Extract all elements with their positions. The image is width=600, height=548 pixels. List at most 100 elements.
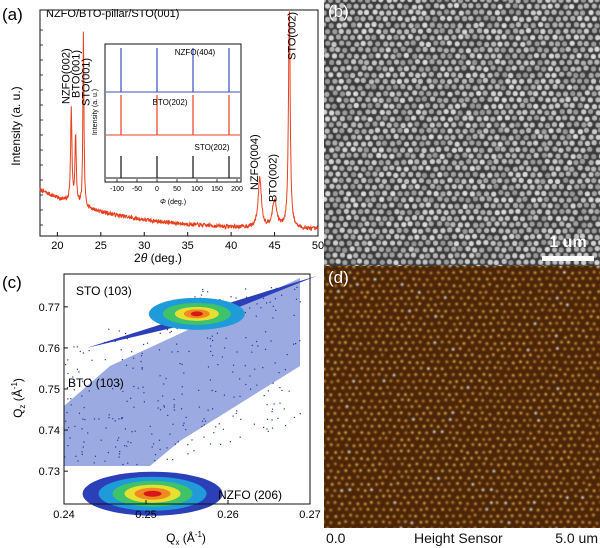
- rsm-speckle: [69, 437, 71, 439]
- rsm-speckle: [163, 405, 165, 407]
- rsm-speckle: [162, 395, 164, 397]
- rsm-speckle: [76, 346, 78, 348]
- afm-scale-max: 5.0 um: [555, 530, 598, 546]
- rsm-speckle: [151, 433, 153, 435]
- rsm-speckle: [159, 409, 162, 411]
- rsm-speckle: [245, 337, 247, 339]
- rsm-speckle: [114, 340, 116, 342]
- rsm-speckle: [141, 367, 143, 369]
- rsm-speckle: [198, 389, 200, 391]
- xrd-x-tick-label: 35: [182, 240, 194, 252]
- panel-a-label: (a): [2, 5, 23, 24]
- sem-image: [324, 0, 600, 266]
- rsm-speckle: [108, 417, 110, 419]
- rsm-speckle: [286, 354, 288, 356]
- rsm-speckle: [154, 460, 156, 462]
- rsm-speckle: [260, 307, 262, 309]
- rsm-speckle: [65, 364, 67, 366]
- xrd-plot-frame: [39, 9, 319, 237]
- rsm-speckle: [74, 425, 76, 427]
- rsm-speckle: [283, 408, 285, 410]
- rsm-speckle: [263, 395, 265, 397]
- phi-scan-x-ticks: -100 -50 0 50 100 150 200: [110, 179, 243, 193]
- rsm-speckle: [159, 375, 161, 377]
- rsm-speckle: [159, 448, 161, 450]
- phi-scan-y-axis-label: Intensity (a. u.): [92, 89, 99, 135]
- rsm-speckle: [251, 351, 253, 353]
- rsm-speckle: [70, 404, 72, 406]
- rsm-chart: (c) 0.24 0.25 0.26 0.27 0.730.740.750.760.7…: [2, 273, 321, 547]
- xrd-peak-label-5: STO(002): [286, 12, 298, 60]
- rsm-speckle: [249, 375, 251, 377]
- rsm-speckle: [270, 340, 272, 342]
- rsm-speckle: [149, 425, 151, 427]
- rsm-speckle: [166, 329, 168, 331]
- rsm-speckle: [204, 420, 207, 422]
- rsm-speckle: [221, 356, 223, 358]
- rsm-speckle: [277, 417, 279, 419]
- rsm-speckle: [81, 453, 83, 455]
- rsm-speckle: [267, 430, 269, 432]
- rsm-speckle: [133, 385, 135, 388]
- rsm-speckle: [187, 453, 189, 455]
- rsm-speckle: [211, 335, 213, 337]
- rsm-speckle: [127, 441, 129, 443]
- rsm-speckle: [279, 402, 281, 404]
- rsm-speckle: [75, 455, 77, 457]
- panel-c-label: (c): [2, 273, 22, 292]
- phi-scan-x-tick-label: -50: [132, 186, 142, 193]
- rsm-x-tick-label: 0.25: [135, 509, 156, 521]
- rsm-speckle: [181, 386, 183, 388]
- rsm-speckle: [64, 456, 66, 458]
- rsm-y-axis-label: Qz (Å-1): [10, 378, 27, 418]
- rsm-speckle: [104, 359, 106, 361]
- rsm-speckle: [207, 291, 209, 293]
- xrd-x-tick-label: 50: [312, 240, 324, 252]
- rsm-speckle: [262, 297, 265, 299]
- rsm-speckle: [274, 298, 276, 300]
- rsm-speckle: [203, 436, 205, 438]
- rsm-speckle: [271, 419, 273, 421]
- rsm-speckle: [217, 364, 219, 366]
- rsm-speckle: [153, 443, 155, 445]
- rsm-speckle: [271, 411, 273, 413]
- xrd-peak-label-4: BTO(002): [268, 154, 280, 202]
- rsm-x-tick-label: 0.26: [217, 509, 238, 521]
- afm-image-panel: (d): [324, 266, 600, 528]
- phi-scan-x-tick-label: -100: [110, 186, 124, 193]
- rsm-speckle: [66, 387, 69, 389]
- rsm-speckle: [177, 441, 179, 443]
- panel-b-label: (b): [328, 2, 349, 21]
- rsm-speckle: [167, 414, 169, 416]
- rsm-speckle: [100, 439, 102, 441]
- rsm-speckle: [143, 401, 145, 403]
- rsm-speckle: [166, 458, 168, 460]
- rsm-speckle: [79, 350, 81, 353]
- phi-scan-x-tick-label: 100: [191, 186, 203, 193]
- rsm-speckle: [222, 428, 224, 430]
- rsm-speckle: [88, 390, 90, 392]
- rsm-speckle: [206, 337, 209, 339]
- scale-bar: [542, 256, 594, 261]
- rsm-speckle: [233, 396, 235, 398]
- rsm-speckle: [119, 450, 121, 453]
- rsm-speckle: [179, 363, 181, 365]
- rsm-speckle: [239, 436, 241, 438]
- xrd-x-tick-label: 40: [225, 240, 237, 252]
- rsm-speckle: [118, 456, 120, 458]
- rsm-speckle: [245, 296, 248, 298]
- rsm-y-tick-label: 0.75: [39, 384, 60, 396]
- phi-scan-label-sto: STO(202): [195, 143, 230, 152]
- rsm-speckle: [131, 431, 133, 433]
- rsm-speckle: [73, 346, 75, 348]
- rsm-speckle: [235, 412, 237, 414]
- xrd-chart: (a) NZFO/BTO-pillar/STO(001) NZFO(002)BT…: [2, 5, 324, 265]
- rsm-speckle: [229, 441, 231, 443]
- rsm-speckle: [201, 425, 203, 428]
- rsm-speckle: [218, 423, 220, 425]
- rsm-speckle: [93, 462, 95, 464]
- rsm-speckle: [117, 385, 119, 387]
- rsm-y-tick-label: 0.73: [39, 466, 60, 478]
- rsm-speckle: [279, 387, 281, 389]
- rsm-speckle: [207, 366, 210, 368]
